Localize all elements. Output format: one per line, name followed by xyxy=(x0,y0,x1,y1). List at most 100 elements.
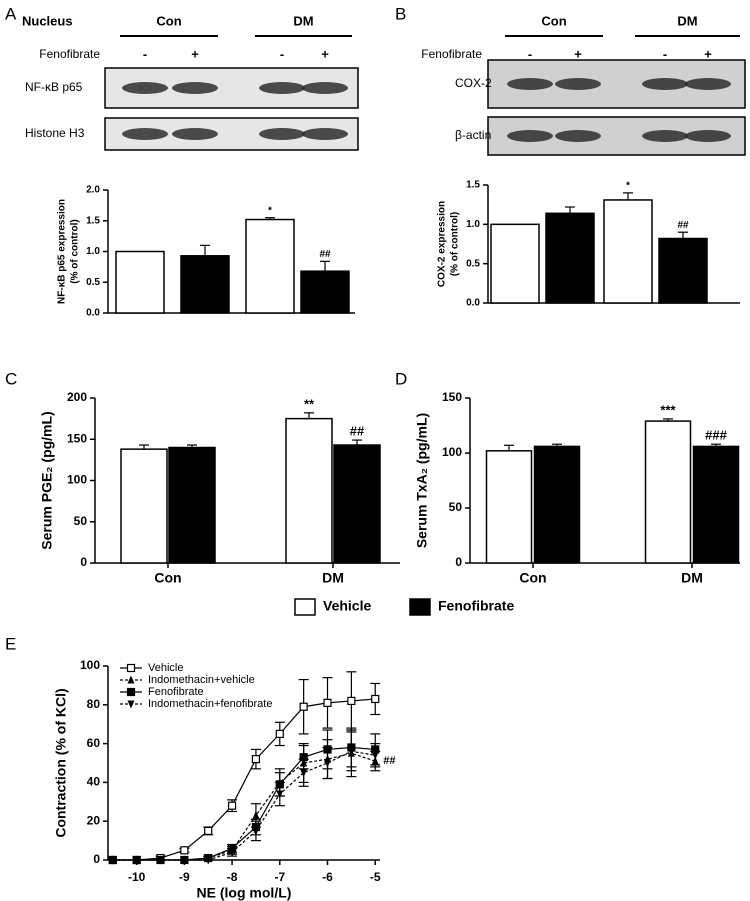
band xyxy=(685,78,731,90)
row-label: β-actin xyxy=(455,128,491,142)
y-tick-label: 80 xyxy=(87,697,101,711)
row-label: Histone H3 xyxy=(25,126,85,140)
marker xyxy=(347,696,356,706)
band xyxy=(259,82,305,94)
legend-label: Vehicle xyxy=(148,662,183,674)
bar xyxy=(533,445,581,564)
marker xyxy=(126,687,136,697)
y-tick-label: 0.5 xyxy=(86,277,100,288)
y-tick-label: 2.0 xyxy=(86,185,100,196)
legend-label: Vehicle xyxy=(323,598,371,614)
annotation: * xyxy=(268,205,272,216)
group-label: Nucleus xyxy=(22,13,73,28)
marker xyxy=(127,675,135,684)
marker xyxy=(180,856,188,865)
bar xyxy=(545,212,595,304)
x-tick-label: DM xyxy=(681,570,703,586)
bar xyxy=(168,446,216,564)
marker xyxy=(324,759,332,768)
bar xyxy=(658,237,708,304)
sign: + xyxy=(321,46,329,61)
x-tick-label: -9 xyxy=(179,870,190,884)
marker xyxy=(180,846,189,855)
bar xyxy=(120,448,168,564)
y-tick-label: 0 xyxy=(80,555,87,569)
y-axis-label: Serum TxA₂ (pg/mL) xyxy=(414,413,430,548)
x-axis-label: NE (log mol/L) xyxy=(197,885,292,901)
y-tick-label: 100 xyxy=(80,658,100,672)
marker xyxy=(275,729,284,739)
marker xyxy=(276,790,284,799)
row-label: COX-2 xyxy=(455,76,492,90)
x-tick-label: -5 xyxy=(370,870,381,884)
bar xyxy=(300,270,350,314)
annotation: ## xyxy=(350,424,365,439)
marker xyxy=(347,747,355,756)
sign: + xyxy=(574,46,582,61)
y-tick-label: 0.0 xyxy=(86,308,100,319)
y-tick-label: 1.0 xyxy=(466,219,480,230)
marker xyxy=(251,755,261,764)
sign: - xyxy=(663,46,667,61)
treatment-label: Fenofibrate xyxy=(421,47,482,61)
bar xyxy=(245,218,295,314)
band xyxy=(302,82,348,94)
x-tick-label: -7 xyxy=(274,870,285,884)
y-tick-label: 0 xyxy=(93,852,100,866)
sign: - xyxy=(528,46,532,61)
y-axis-label: (% of control) xyxy=(450,212,461,276)
y-tick-label: 60 xyxy=(87,736,101,750)
marker xyxy=(109,856,117,865)
panel-letter: D xyxy=(395,369,407,388)
y-tick-label: 50 xyxy=(449,500,463,514)
treatment-label: Fenofibrate xyxy=(39,47,100,61)
band xyxy=(642,78,688,90)
legend-label: Indomethacin+fenofibrate xyxy=(148,698,272,710)
marker xyxy=(126,663,136,673)
bar xyxy=(692,445,740,564)
x-tick-label: -8 xyxy=(227,870,238,884)
marker xyxy=(300,769,308,778)
sign: + xyxy=(191,46,199,61)
y-tick-label: 50 xyxy=(74,514,88,528)
annotation: * xyxy=(626,181,630,192)
sign: - xyxy=(143,46,147,61)
panel-letter: A xyxy=(5,4,17,23)
y-tick-label: 100 xyxy=(67,473,87,487)
marker xyxy=(156,856,164,865)
marker xyxy=(371,694,380,704)
y-tick-label: 1.5 xyxy=(86,215,100,226)
bar xyxy=(603,199,653,304)
legend-swatch xyxy=(409,598,431,616)
bar xyxy=(485,450,533,564)
y-tick-label: 0 xyxy=(455,555,462,569)
y-tick-label: 150 xyxy=(67,431,87,445)
bar xyxy=(490,223,540,304)
line xyxy=(112,750,376,861)
x-tick-label: -6 xyxy=(322,870,333,884)
y-tick-label: 0.5 xyxy=(466,258,480,269)
annotation: ## xyxy=(383,755,395,767)
band xyxy=(122,82,168,94)
y-tick-label: 1.5 xyxy=(466,180,480,191)
band xyxy=(642,130,688,142)
group-name: Con xyxy=(541,13,566,28)
x-tick-label: Con xyxy=(519,570,546,586)
line xyxy=(112,752,376,861)
band xyxy=(172,82,218,94)
marker xyxy=(127,700,135,709)
y-tick-label: 40 xyxy=(87,775,101,789)
x-tick-label: DM xyxy=(322,570,344,586)
y-axis-label: COX-2 expression xyxy=(437,201,448,287)
group-name: DM xyxy=(677,13,697,28)
band xyxy=(172,128,218,140)
row-label: NF-κB p65 xyxy=(25,80,83,94)
y-tick-label: 100 xyxy=(442,445,462,459)
x-tick-label: Con xyxy=(154,570,181,586)
panel-letter: E xyxy=(5,634,16,653)
y-tick-label: 150 xyxy=(442,390,462,404)
marker xyxy=(204,856,212,865)
marker xyxy=(371,751,379,760)
line xyxy=(112,698,376,861)
